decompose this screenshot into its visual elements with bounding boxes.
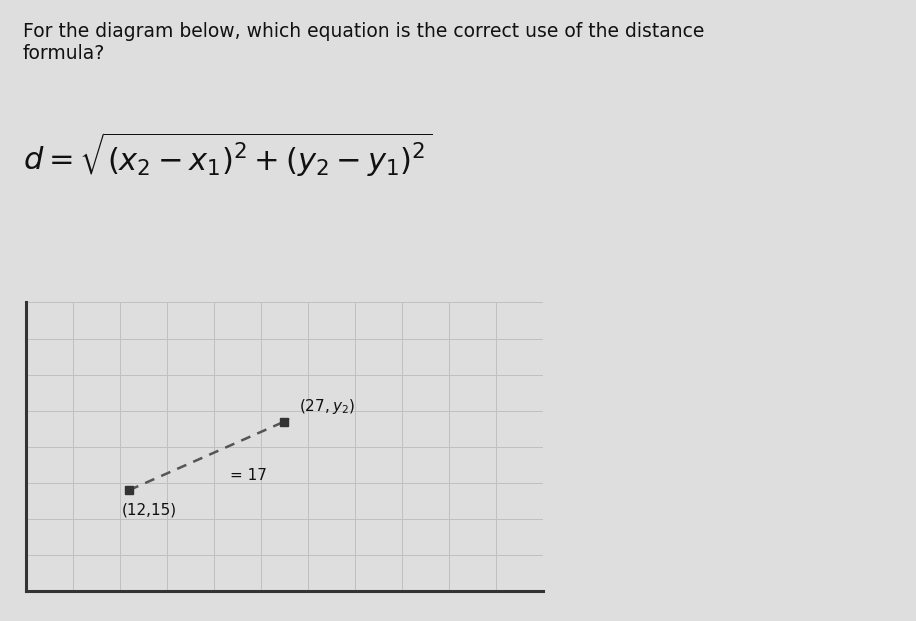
Text: $d = \sqrt{(x_2 - x_1)^2 + (y_2 - y_1)^2}$: $d = \sqrt{(x_2 - x_1)^2 + (y_2 - y_1)^2… <box>23 130 432 179</box>
Text: (12,15): (12,15) <box>122 503 177 518</box>
Text: = 17: = 17 <box>230 468 267 483</box>
Text: $(27, y_2)$: $(27, y_2)$ <box>299 397 354 416</box>
Text: For the diagram below, which equation is the correct use of the distance
formula: For the diagram below, which equation is… <box>23 22 704 63</box>
